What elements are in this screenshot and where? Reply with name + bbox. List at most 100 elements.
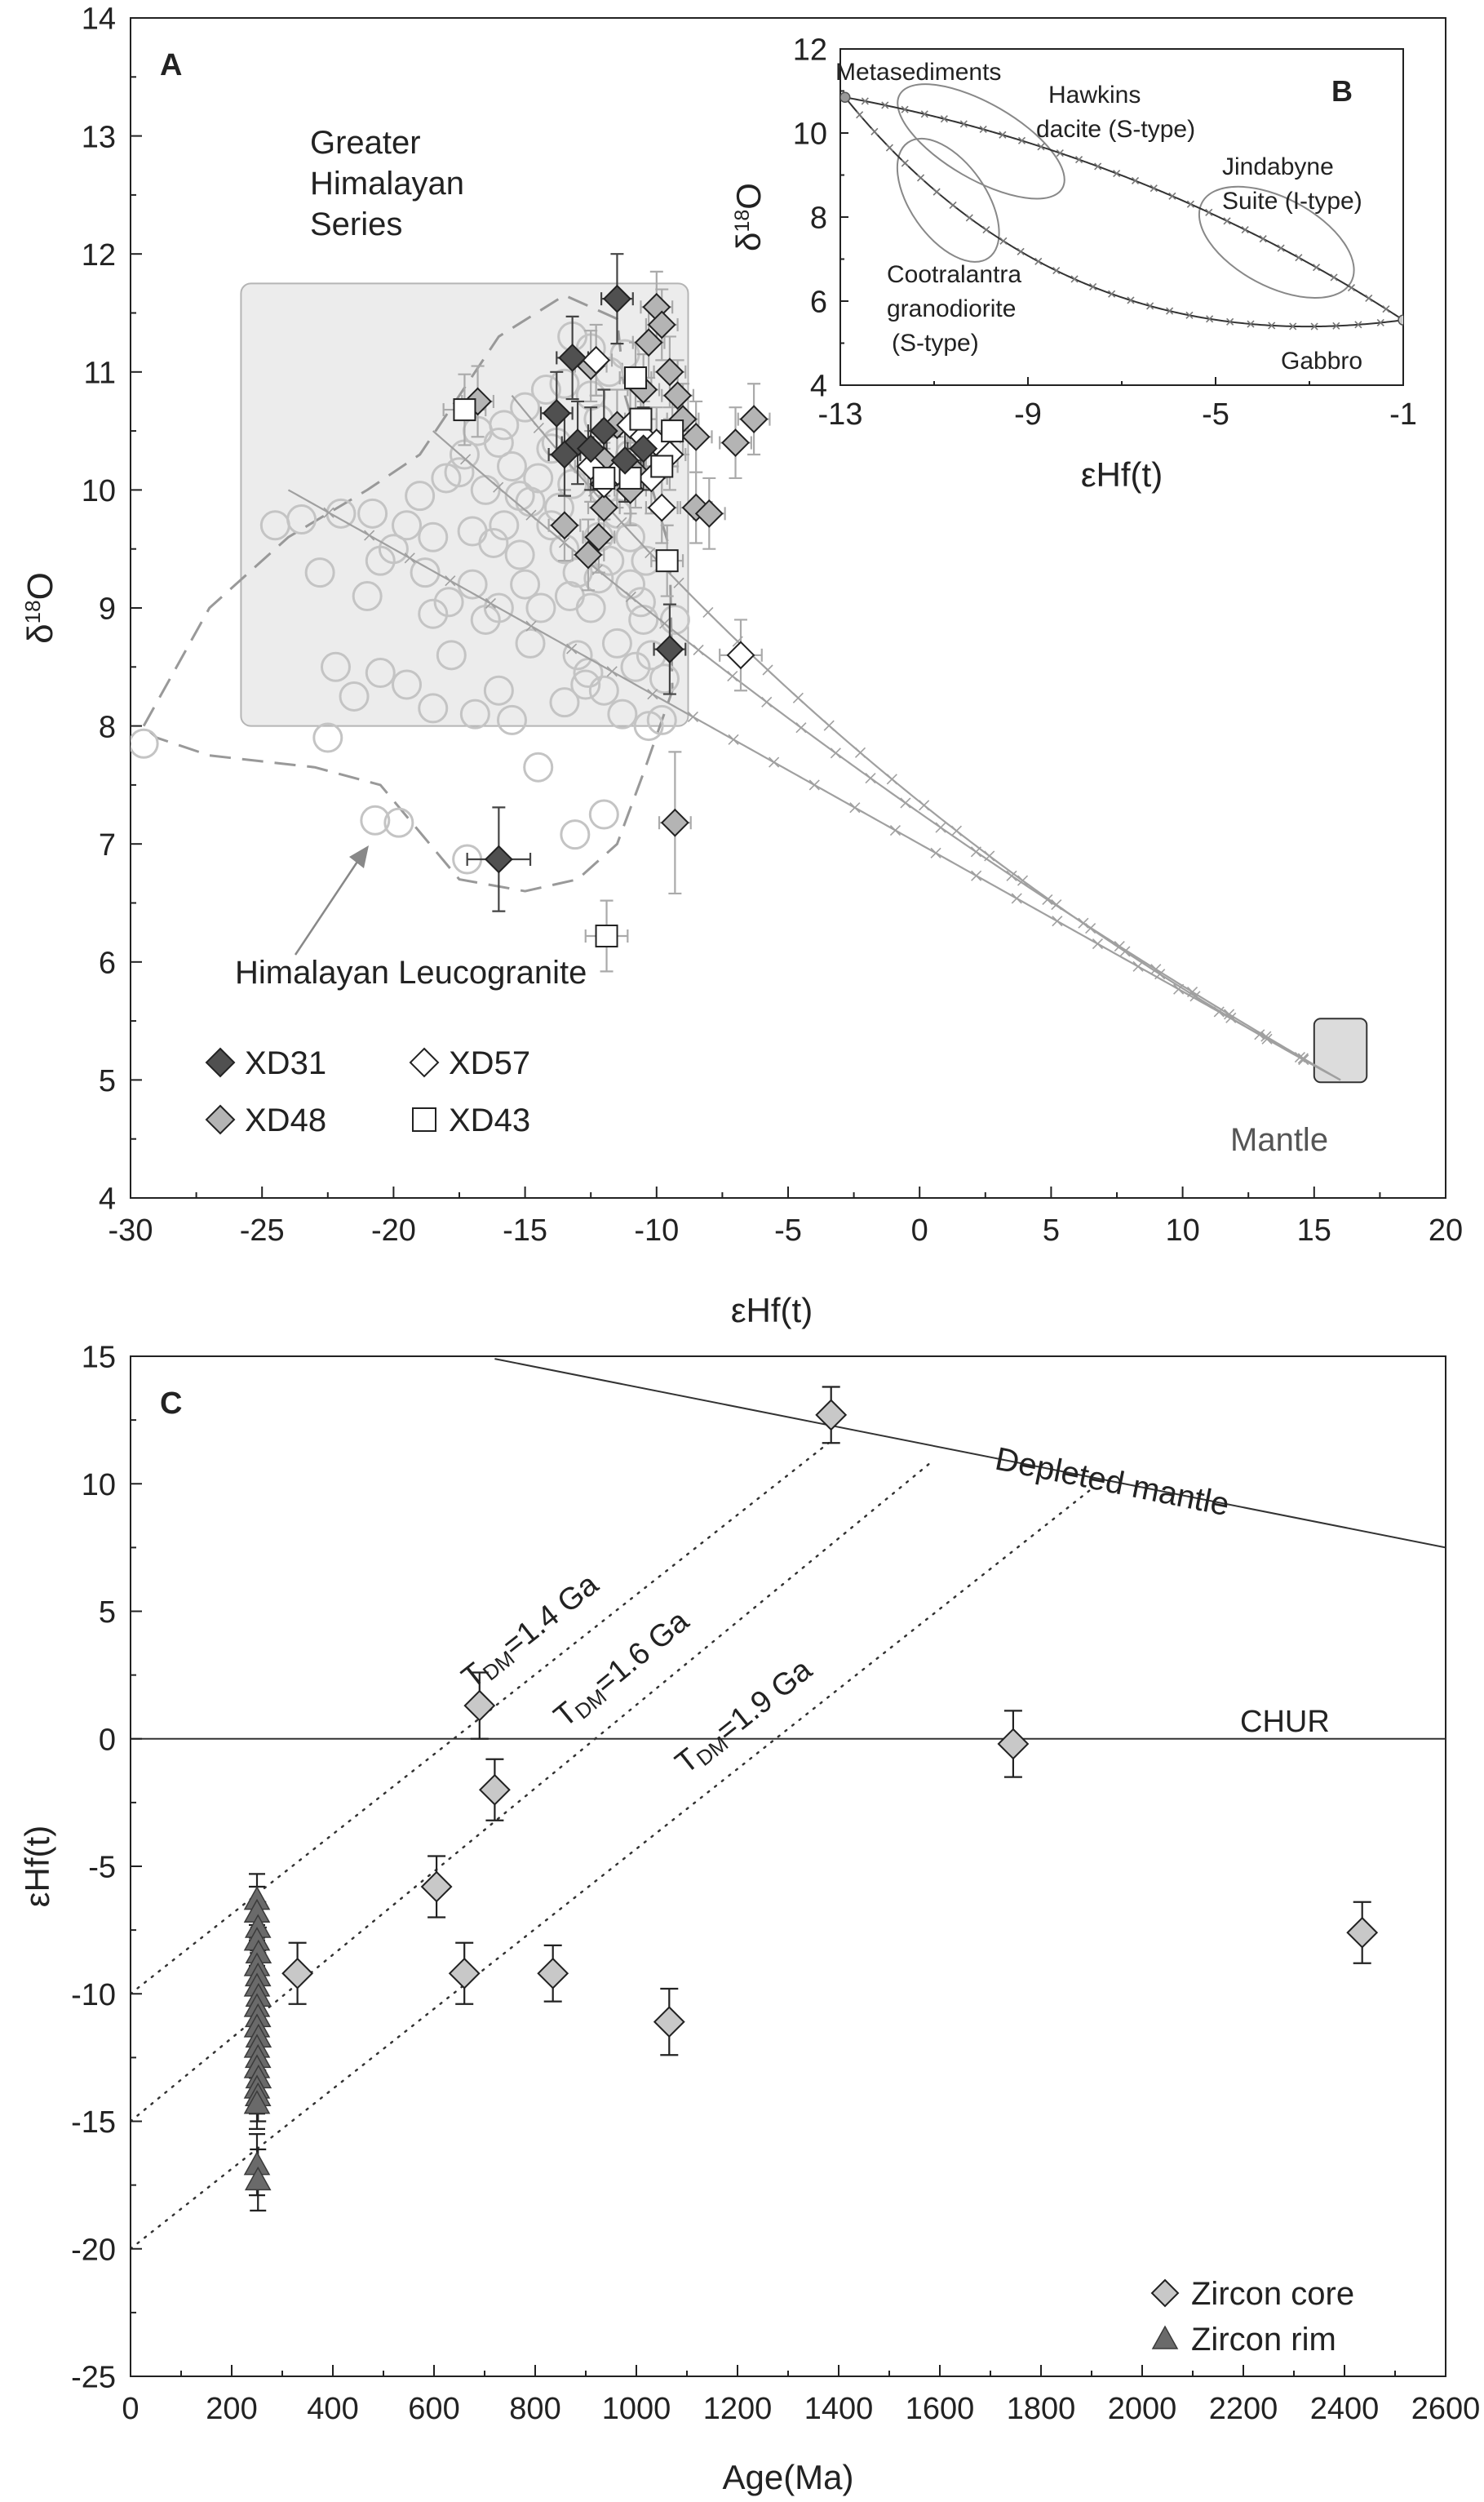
leucogranite-point <box>360 805 391 836</box>
leucogranite-point <box>504 539 535 570</box>
mixing-curve-a-marker <box>525 509 537 521</box>
point-xd48 <box>694 499 724 528</box>
mixing-curve-b-marker <box>1146 302 1154 310</box>
mixing-curve-b-marker <box>1376 318 1384 326</box>
mixing-curve-a-marker <box>935 822 946 833</box>
mixing-curve-a-marker <box>1224 1009 1235 1020</box>
x-tick-label: 2000 <box>1108 2392 1177 2426</box>
mixing-curve-a-marker <box>1017 875 1029 886</box>
leucogranite-point <box>625 587 656 618</box>
mixing-curve-a-marker <box>525 620 537 632</box>
panel-b-x-axis-label: εHf(t) <box>1081 455 1163 494</box>
mixing-curve-b-marker <box>979 125 987 133</box>
legend-a: XD31 XD57 XD48 XD43 <box>205 845 530 1138</box>
point-xd48 <box>584 522 614 552</box>
legend-label-xd57: XD57 <box>449 1045 530 1081</box>
mixing-curve-a-marker <box>889 824 901 836</box>
mixing-curve-a-marker <box>919 800 930 811</box>
leucogranite-point <box>392 510 423 541</box>
mixing-curve-b-marker <box>1127 296 1135 304</box>
mixing-curve-b-marker <box>1241 225 1249 234</box>
x-tick-label: 15 <box>1297 1213 1331 1248</box>
mixing-curve-a-marker <box>849 802 861 814</box>
x-tick-label: 800 <box>509 2392 560 2426</box>
mixing-curve-a-marker <box>795 722 807 734</box>
leucogranite-point <box>131 728 159 759</box>
y-tick-label: -25 <box>71 2361 116 2395</box>
point-xd43 <box>592 466 616 490</box>
y-tick-label: 5 <box>99 1595 116 1630</box>
mixing-curve-a-marker <box>950 825 963 836</box>
legend-label-zircon-rim: Zircon rim <box>1191 2322 1336 2358</box>
leucogranite-point <box>633 711 664 742</box>
leucogranite-point <box>383 807 414 838</box>
cootralantra-line-1: Cootralantra <box>887 261 1021 288</box>
mixing-curve-a-marker <box>865 772 876 784</box>
panel-a-label: A <box>160 48 182 82</box>
panel-c: 0 200 400 600 800 1000 1200 1400 1600 1800 2000 220… <box>18 1341 1480 2496</box>
y-tick-label: 14 <box>82 2 116 37</box>
point-xd48 <box>721 428 750 457</box>
panel-c-x-axis-label: Age(Ma) <box>722 2458 853 2496</box>
mixing-curve-b-marker <box>1382 305 1390 313</box>
mixing-curve-a-marker <box>404 552 415 564</box>
x-tick-label: 20 <box>1429 1213 1463 1248</box>
point-xd31 <box>558 344 587 372</box>
leucogranite-point <box>418 521 449 552</box>
leucogranite-point <box>431 463 462 494</box>
point-zircon-rim <box>244 2166 272 2191</box>
y-tick-label: 10 <box>82 1468 116 1502</box>
point-xd31 <box>629 434 658 464</box>
cootralantra-line-3: (S-type) <box>892 330 979 357</box>
mixing-curve-b-marker <box>1017 247 1025 255</box>
x-tick-label: 600 <box>408 2392 459 2426</box>
mixing-curve-a-marker <box>659 618 671 629</box>
point-xd48 <box>550 511 579 540</box>
panel-c-y-axis-label: εHf(t) <box>18 1825 56 1907</box>
mixing-curve-b-marker <box>1034 257 1043 265</box>
leucogranite-point <box>549 687 580 718</box>
leucogranite-point <box>444 457 475 488</box>
x-tick-label: 0 <box>122 2392 139 2426</box>
mixing-curve-a-marker <box>823 720 835 731</box>
panel-b-y-axis-label: δ18O <box>729 183 768 251</box>
x-tick-label: 1600 <box>906 2392 975 2426</box>
mixing-curve-b-marker <box>1166 307 1174 315</box>
point-zircon-core <box>463 1689 496 1722</box>
point-zircon-rim <box>243 2090 271 2114</box>
point-xd57 <box>726 641 755 670</box>
mixing-curve-b-marker <box>1295 254 1303 262</box>
point-xd43 <box>650 455 674 478</box>
leucogranite-point <box>352 581 383 612</box>
mixing-curve-b-marker <box>1168 192 1176 200</box>
leucogranite-point <box>560 819 591 850</box>
x-tick-label: -30 <box>109 1213 153 1248</box>
point-xd48 <box>663 381 693 410</box>
x-tick-label: -20 <box>371 1213 416 1248</box>
mixing-curve-a-marker <box>673 577 684 588</box>
leucogranite-point <box>459 699 490 730</box>
y-tick-label: 6 <box>810 286 827 320</box>
y-tick-label: 13 <box>82 120 116 154</box>
y-tick-label: -20 <box>71 2233 116 2267</box>
point-xd57 <box>582 345 611 375</box>
point-xd31 <box>655 635 684 664</box>
mixing-curve-b-marker <box>965 214 973 222</box>
gabbro-label: Gabbro <box>1281 348 1362 375</box>
point-xd43 <box>624 366 648 390</box>
mixing-curve-a-marker <box>645 547 656 559</box>
point-xd48 <box>660 808 689 837</box>
mixing-curve-b-marker <box>901 159 909 167</box>
mixing-curve-b-marker <box>1365 294 1373 303</box>
leucogranite-point <box>470 604 501 635</box>
cootralantra-granodiorite-label: Cootralantra granodiorite (S-type) <box>887 261 1021 357</box>
mixing-curve-a-marker <box>728 734 739 745</box>
leucogranite-point <box>410 557 441 588</box>
mixing-curve-a-marker <box>762 664 773 676</box>
y-tick-label: 7 <box>99 828 116 863</box>
jindabyne-suite-label: Jindabyne Suite (I-type) <box>1222 153 1362 215</box>
point-zircon-core <box>281 1957 314 1990</box>
mixing-curve-a-marker <box>1114 941 1125 952</box>
leucogranite-point <box>457 569 488 600</box>
mixing-curve-b-marker <box>1347 283 1356 292</box>
